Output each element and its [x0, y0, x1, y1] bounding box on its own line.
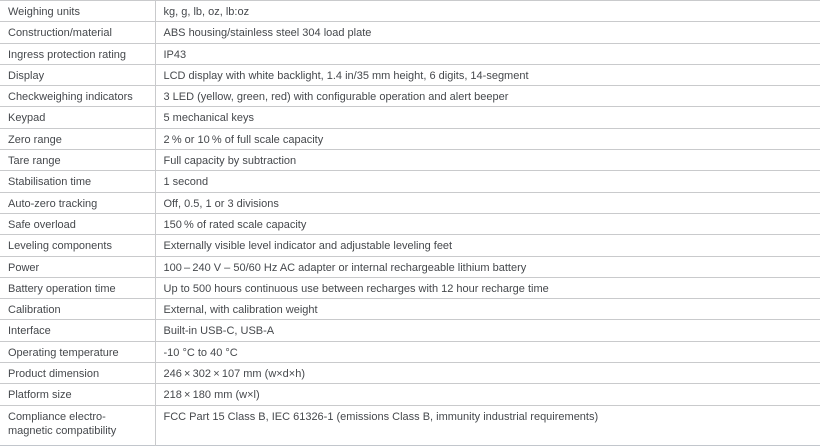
table-row: Calibration External, with calibration w… — [0, 298, 820, 320]
table-row: Display LCD display with white backlight… — [0, 63, 820, 86]
spec-value: Externally visible level indicator and a… — [155, 234, 820, 257]
spec-label: Safe overload — [0, 212, 156, 235]
table-row: Power 100 – 240 V – 50/60 Hz AC adapter … — [0, 255, 820, 278]
spec-value: IP43 — [155, 42, 820, 65]
spec-value: 100 – 240 V – 50/60 Hz AC adapter or int… — [155, 255, 820, 278]
table-row: Product dimension 246 × 302 × 107 mm (w×… — [0, 362, 820, 384]
spec-label: Leveling components — [0, 234, 156, 257]
spec-value: Off, 0.5, 1 or 3 divisions — [155, 191, 820, 214]
spec-label: Weighing units — [0, 0, 156, 22]
spec-label: Battery operation time — [0, 276, 156, 299]
table-row: Stabilisation time 1 second — [0, 170, 820, 193]
spec-value: 246 × 302 × 107 mm (w×d×h) — [155, 362, 820, 384]
spec-value: Full capacity by subtraction — [155, 149, 820, 171]
table-row: Ingress protection rating IP43 — [0, 42, 820, 65]
spec-value: ABS housing/stainless steel 304 load pla… — [155, 21, 820, 44]
spec-label: Keypad — [0, 106, 156, 129]
spec-label: Product dimension — [0, 362, 156, 384]
spec-value: 150 % of rated scale capacity — [155, 212, 820, 235]
spec-value: 1 second — [155, 170, 820, 193]
table-row: Weighing units kg, g, lb, oz, lb:oz — [0, 0, 820, 22]
table-row: Safe overload 150 % of rated scale capac… — [0, 212, 820, 235]
spec-label: Construction/material — [0, 21, 156, 44]
spec-label: Calibration — [0, 298, 156, 320]
table-row: Battery operation time Up to 500 hours c… — [0, 276, 820, 299]
spec-label: Display — [0, 63, 156, 86]
spec-value: kg, g, lb, oz, lb:oz — [155, 0, 820, 22]
spec-label: Compliance electro-magnetic compatibilit… — [0, 404, 156, 446]
table-row: Interface Built-in USB-C, USB-A — [0, 319, 820, 342]
spec-label: Zero range — [0, 127, 156, 150]
spec-value: 3 LED (yellow, green, red) with configur… — [155, 85, 820, 107]
table-row: Operating temperature -10 °C to 40 °C — [0, 340, 820, 363]
spec-value: 2 % or 10 % of full scale capacity — [155, 127, 820, 150]
spec-label: Stabilisation time — [0, 170, 156, 193]
spec-value: LCD display with white backlight, 1.4 in… — [155, 63, 820, 86]
spec-label: Interface — [0, 319, 156, 342]
spec-label: Auto-zero tracking — [0, 191, 156, 214]
spec-value: -10 °C to 40 °C — [155, 340, 820, 363]
table-row: Keypad 5 mechanical keys — [0, 106, 820, 129]
table-row: Construction/material ABS housing/stainl… — [0, 21, 820, 44]
spec-value: External, with calibration weight — [155, 298, 820, 320]
table-row: Platform size 218 × 180 mm (w×l) — [0, 383, 820, 406]
spec-label: Checkweighing indicators — [0, 85, 156, 107]
spec-label: Operating temperature — [0, 340, 156, 363]
table-row: Leveling components Externally visible l… — [0, 234, 820, 257]
spec-value: 5 mechanical keys — [155, 106, 820, 129]
table-row: Zero range 2 % or 10 % of full scale cap… — [0, 127, 820, 150]
spec-label: Tare range — [0, 149, 156, 171]
spec-value: FCC Part 15 Class B, IEC 61326-1 (emissi… — [155, 404, 820, 446]
spec-value: Up to 500 hours continuous use between r… — [155, 276, 820, 299]
spec-value: Built-in USB-C, USB-A — [155, 319, 820, 342]
spec-label: Platform size — [0, 383, 156, 406]
table-row: Tare range Full capacity by subtraction — [0, 149, 820, 171]
table-row: Checkweighing indicators 3 LED (yellow, … — [0, 85, 820, 107]
spec-label: Power — [0, 255, 156, 278]
spec-value: 218 × 180 mm (w×l) — [155, 383, 820, 406]
spec-label: Ingress protection rating — [0, 42, 156, 65]
table-row: Compliance electro-magnetic compatibilit… — [0, 404, 820, 446]
table-row: Auto-zero tracking Off, 0.5, 1 or 3 divi… — [0, 191, 820, 214]
